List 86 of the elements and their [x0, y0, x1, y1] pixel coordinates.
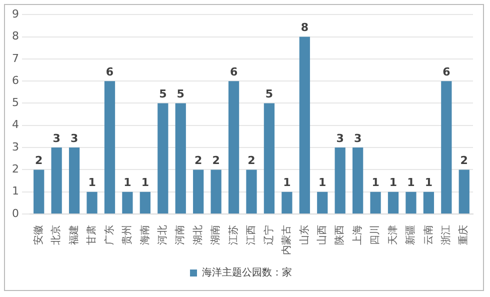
y-tick-label: 3 — [12, 140, 19, 154]
x-tick-label: 浙江 — [440, 225, 452, 245]
data-label: 6 — [106, 65, 114, 78]
bar — [423, 192, 434, 214]
legend-label: 海洋主题公园数：家 — [202, 266, 292, 279]
bar — [122, 192, 133, 214]
x-tick-label: 山东 — [298, 225, 310, 245]
data-label: 2 — [460, 154, 468, 168]
x-tick-label: 内蒙古 — [280, 225, 293, 255]
data-label: 3 — [336, 132, 344, 145]
y-tick-label: 6 — [12, 74, 19, 87]
bar — [210, 170, 222, 214]
bar — [34, 170, 44, 214]
bar — [388, 192, 399, 214]
x-tick-label: 江苏 — [227, 225, 240, 245]
x-tick-label: 河南 — [174, 225, 186, 245]
data-label: 1 — [88, 176, 96, 190]
data-label: 6 — [442, 65, 451, 78]
data-label: 1 — [141, 176, 150, 190]
x-tick-label: 山西 — [316, 225, 328, 245]
x-tick-label: 北京 — [50, 225, 62, 245]
bar — [299, 36, 310, 214]
x-tick-label: 广东 — [103, 225, 116, 245]
data-label: 3 — [354, 132, 362, 145]
x-tick-label: 新疆 — [404, 225, 417, 245]
x-tick-label: 河北 — [156, 225, 168, 245]
bar — [370, 192, 381, 214]
bar — [317, 192, 328, 214]
x-tick-label: 辽宁 — [262, 225, 275, 245]
y-tick-label: 7 — [12, 52, 19, 65]
data-label: 2 — [194, 154, 202, 168]
y-tick-label: 1 — [12, 184, 19, 198]
bar — [441, 81, 452, 214]
x-tick-label: 重庆 — [458, 225, 470, 245]
bar — [158, 103, 168, 214]
x-tick-label: 湖北 — [192, 225, 204, 245]
bar — [193, 170, 204, 214]
x-tick-label: 天津 — [386, 225, 399, 245]
y-tick-label: 0 — [12, 206, 19, 220]
bar — [264, 103, 275, 214]
data-label: 5 — [176, 88, 184, 101]
bar — [140, 192, 150, 214]
x-tick-label: 贵州 — [121, 225, 134, 245]
data-label: 1 — [389, 176, 398, 190]
x-tick-label: 四川 — [369, 225, 382, 245]
data-label: 1 — [318, 176, 326, 190]
x-tick-label: 福建 — [68, 225, 80, 245]
y-tick-label: 2 — [12, 162, 19, 176]
data-label: 5 — [265, 88, 274, 101]
data-label: 1 — [407, 176, 415, 190]
x-tick-label: 海南 — [138, 225, 151, 245]
y-tick-label: 8 — [12, 30, 19, 43]
data-label: 5 — [159, 88, 167, 101]
data-label: 1 — [424, 176, 433, 190]
bar — [334, 148, 346, 214]
bar — [246, 170, 257, 214]
x-tick-label: 湖南 — [210, 225, 222, 245]
bar — [406, 192, 416, 214]
data-label: 1 — [283, 176, 291, 190]
x-tick-label: 安徽 — [32, 225, 44, 245]
data-label: 1 — [124, 176, 132, 190]
data-label: 3 — [52, 132, 60, 145]
y-tick-label: 5 — [12, 96, 19, 110]
bar — [68, 148, 80, 214]
x-tick-label: 江西 — [245, 225, 258, 245]
data-label: 8 — [300, 21, 308, 34]
data-label: 6 — [230, 65, 238, 78]
data-label: 1 — [372, 176, 380, 190]
x-tick-label: 陕西 — [334, 225, 346, 245]
bar — [104, 81, 116, 214]
bar — [86, 192, 98, 214]
bar — [175, 103, 186, 214]
x-tick-label: 上海 — [351, 225, 364, 245]
bar — [352, 148, 364, 214]
bar — [51, 148, 62, 214]
data-label: 2 — [248, 154, 256, 168]
y-tick-label: 9 — [12, 7, 19, 20]
y-tick-label: 4 — [12, 118, 19, 132]
data-label: 2 — [35, 154, 43, 168]
bar — [282, 192, 292, 214]
bar — [458, 170, 470, 214]
data-label: 3 — [70, 132, 78, 145]
x-tick-label: 甘肃 — [86, 225, 98, 245]
x-tick-label: 云南 — [422, 225, 434, 245]
bar — [228, 81, 240, 214]
data-label: 2 — [212, 154, 220, 168]
